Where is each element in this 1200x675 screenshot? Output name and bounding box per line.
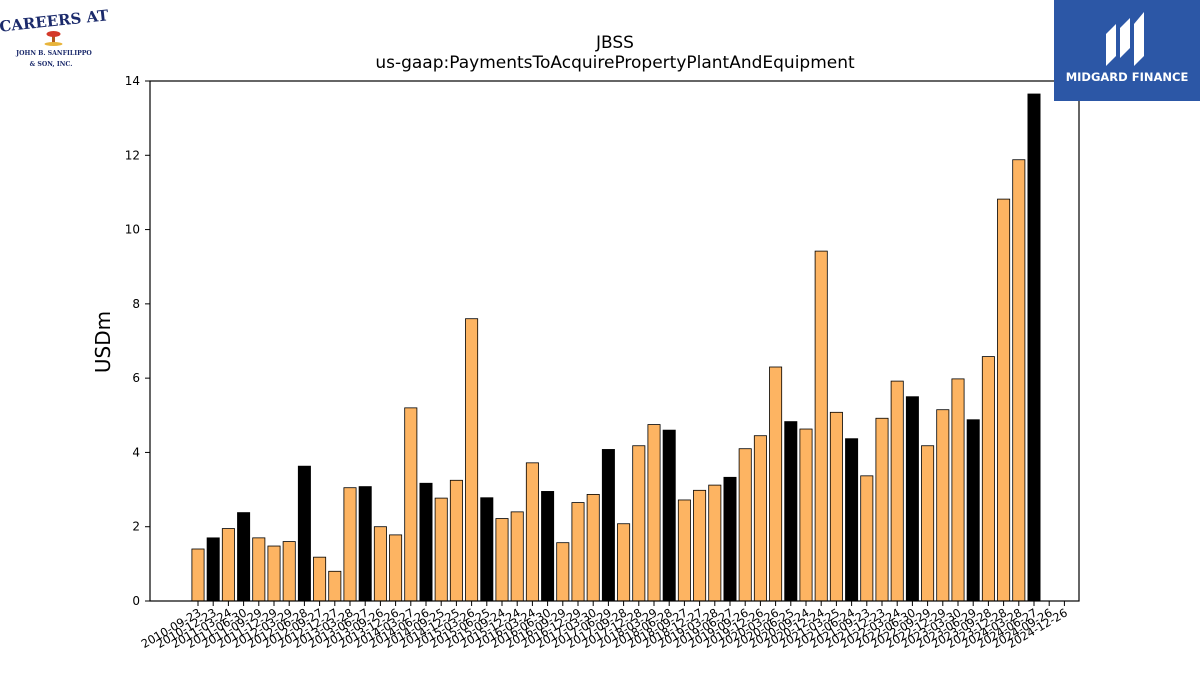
bar-2021-12-23 (875, 417, 889, 602)
bar-2020-06-25 (784, 421, 798, 602)
bar-2010-09-23 (191, 548, 205, 602)
chart-title: JBSS (595, 33, 634, 53)
bar-2018-03-29 (647, 424, 661, 602)
y-tick-label: 6 (132, 371, 140, 385)
bar-2022-06-30 (905, 396, 919, 602)
y-tick-label: 8 (132, 297, 140, 311)
bar-2017-03-30 (586, 493, 600, 602)
chart-subtitle: us-gaap:PaymentsToAcquirePropertyPlantAn… (375, 53, 855, 73)
bar-2020-12-24 (814, 250, 828, 602)
bar-2011-03-24 (221, 528, 235, 602)
logo-left-line2: JOHN B. SANFILIPPO (15, 50, 92, 57)
y-tick-label: 0 (132, 594, 140, 608)
bar-2011-12-29 (267, 545, 281, 602)
bar-2014-03-27 (404, 407, 418, 602)
bar-2012-03-29 (282, 541, 296, 602)
bar-2024-06-27 (1027, 93, 1041, 602)
y-tick-label: 10 (125, 223, 140, 237)
bar-2018-09-27 (677, 499, 691, 602)
bar-2013-12-26 (389, 534, 403, 602)
bar-2020-03-26 (769, 366, 783, 602)
bar-2013-09-26 (373, 526, 387, 602)
bar-2011-09-29 (252, 537, 266, 602)
bar-2015-03-26 (465, 318, 479, 602)
bar-2020-09-24 (799, 428, 813, 602)
bar-2016-03-24 (525, 462, 539, 602)
bar-2012-09-27 (313, 556, 327, 602)
bar-2017-12-28 (632, 445, 646, 602)
bar-2015-12-24 (510, 511, 524, 602)
bar-2019-06-27 (723, 476, 737, 602)
bar-2022-03-24 (890, 380, 904, 602)
bar-2022-12-29 (936, 409, 950, 602)
bar-2023-09-28 (981, 356, 995, 602)
midgard-mark-icon: MIDGARD FINANCE (1066, 12, 1189, 84)
bar-2019-03-28 (708, 484, 722, 602)
y-tick-label: 2 (132, 520, 140, 534)
y-tick-label: 12 (125, 148, 140, 162)
bar-2014-09-25 (434, 497, 448, 602)
bar-2014-12-25 (449, 479, 463, 602)
bars-group (191, 93, 1041, 602)
bar-2011-06-30 (237, 512, 251, 602)
bar-2021-09-23 (860, 475, 874, 602)
bar-2024-03-28 (1012, 159, 1026, 602)
palm-tree-icon (44, 31, 63, 46)
bar-2014-06-26 (419, 482, 433, 602)
bar-2021-03-25 (829, 411, 843, 602)
bar-2013-06-27 (358, 486, 372, 602)
x-ticks-group: 2010-09-232010-12-232011-03-242011-06-30… (139, 601, 1070, 651)
bar-2023-06-29 (966, 419, 980, 602)
careers-at-jbss-logo: CAREERS AT JOHN B. SANFILIPPO & SON, INC… (0, 6, 110, 68)
bar-2019-09-26 (738, 448, 752, 602)
bar-2012-06-28 (297, 465, 311, 602)
y-tick-label: 4 (132, 445, 140, 459)
bar-2018-12-27 (693, 489, 707, 602)
bar-2016-06-30 (541, 491, 555, 602)
bar-2010-12-23 (206, 537, 220, 602)
y-axis-label: USDm (91, 311, 115, 373)
logo-left-line3: & SON, INC. (30, 61, 73, 68)
bar-2023-03-30 (951, 378, 965, 602)
bar-2023-12-28 (997, 198, 1011, 602)
bar-2012-12-27 (328, 570, 342, 602)
bar-2016-09-29 (556, 542, 570, 602)
plot-frame (149, 80, 1080, 602)
bar-2015-09-24 (495, 518, 509, 602)
bar-2017-09-28 (617, 523, 631, 602)
bar-2022-09-29 (921, 445, 935, 602)
midgard-finance-logo: MIDGARD FINANCE (1054, 0, 1200, 101)
bar-2021-06-24 (845, 438, 859, 602)
midgard-finance-text: MIDGARD FINANCE (1066, 70, 1189, 84)
bar-2019-12-26 (753, 435, 767, 602)
bar-2015-06-25 (480, 497, 494, 602)
y-tick-label: 14 (125, 74, 140, 88)
bar-2018-06-28 (662, 429, 676, 602)
bar-2013-03-28 (343, 487, 357, 602)
y-ticks-group: 0 2 4 6 8 10 12 14 (125, 74, 150, 608)
bar-2017-06-29 (601, 449, 615, 602)
bar-2016-12-29 (571, 502, 585, 602)
